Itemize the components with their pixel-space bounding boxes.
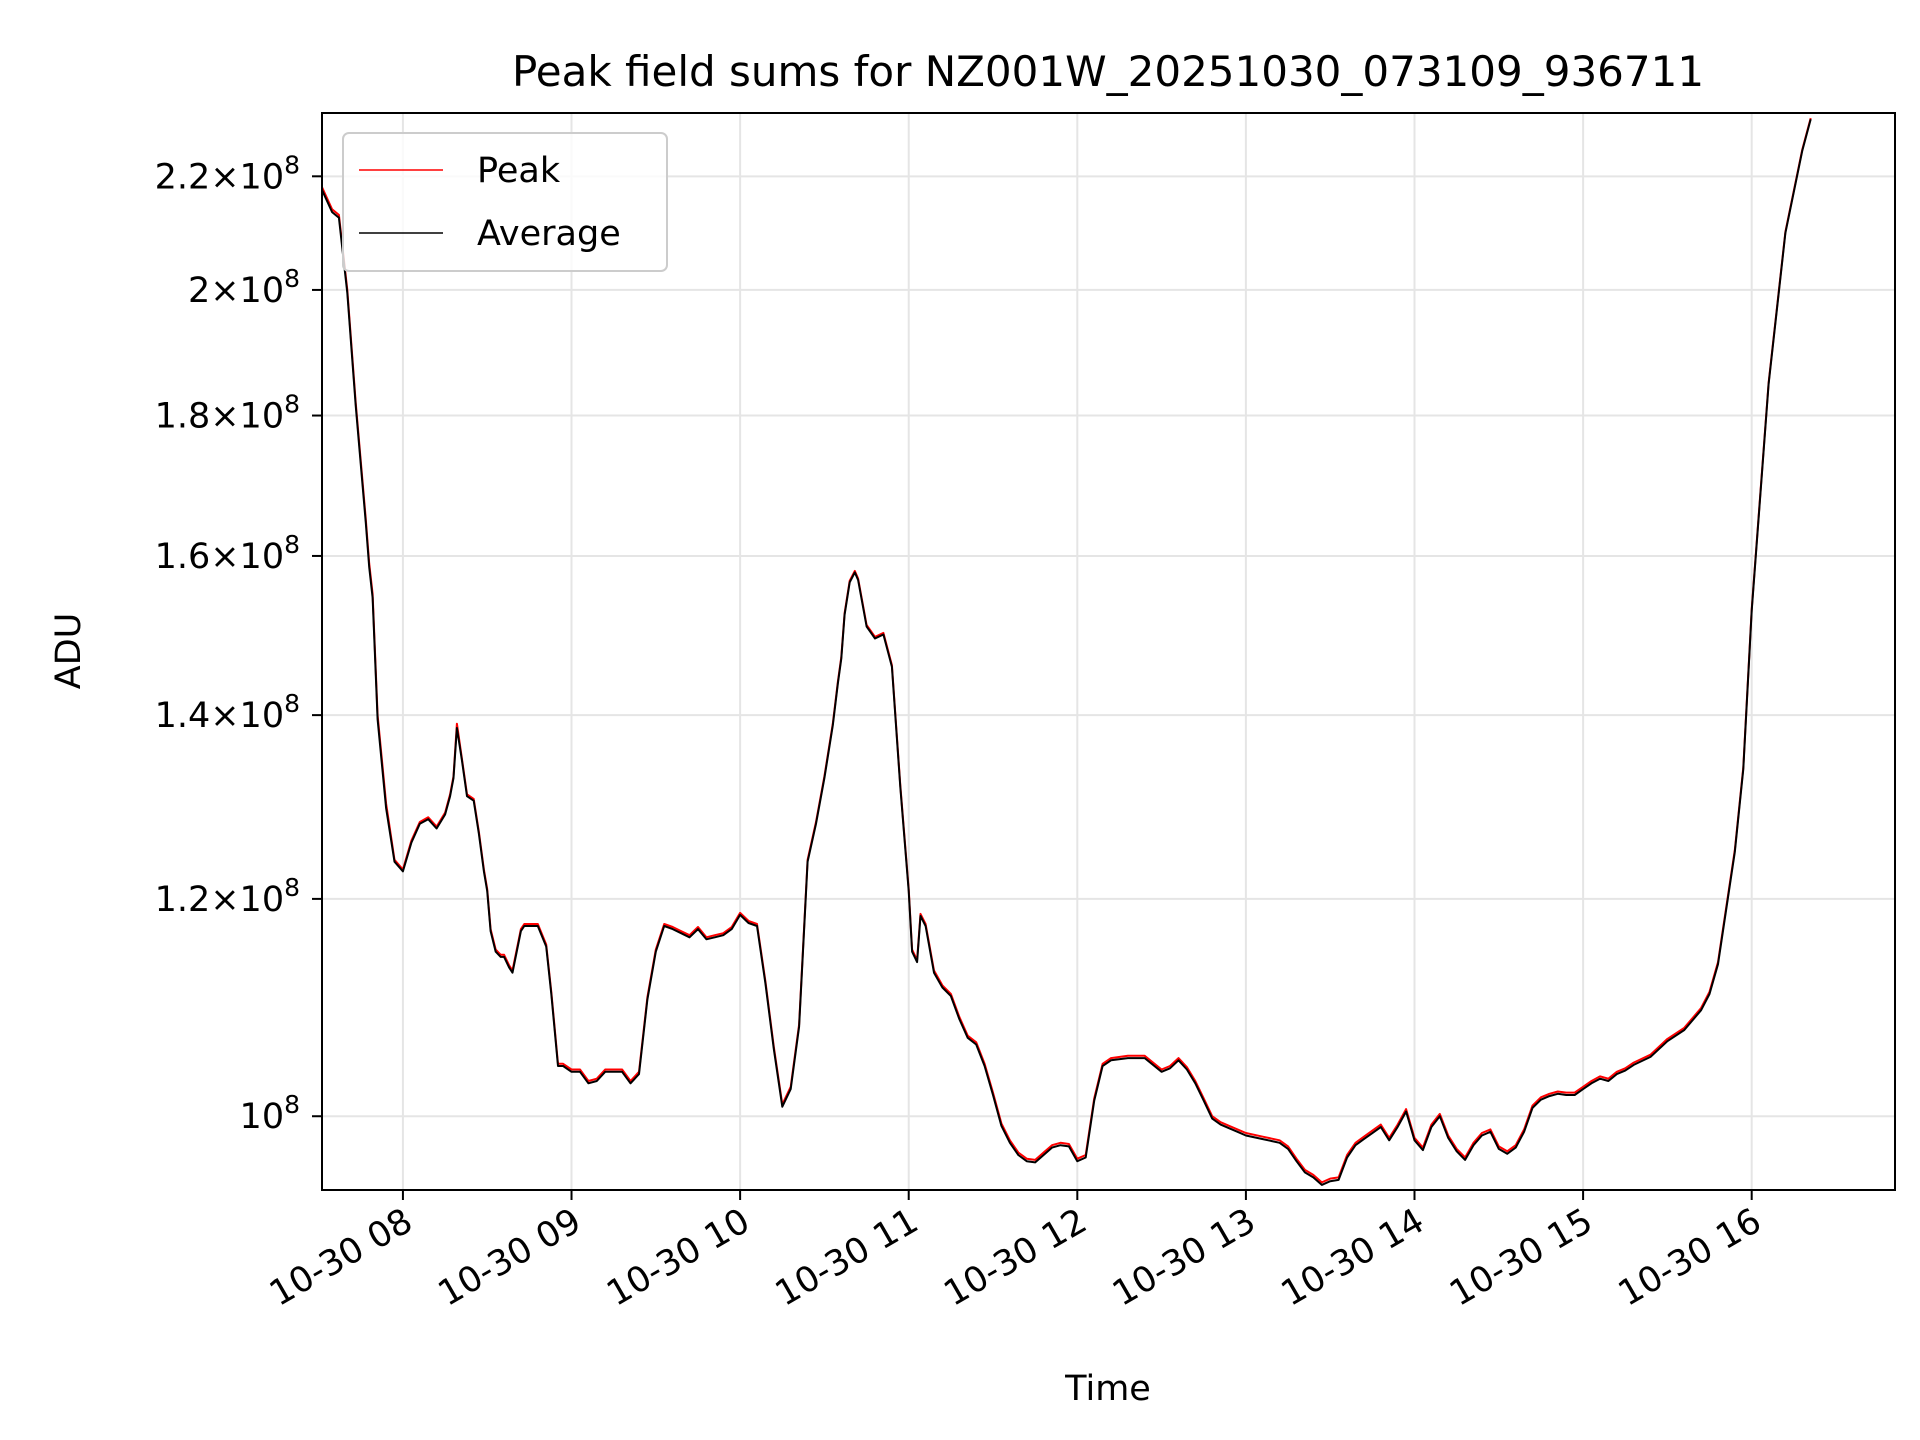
grid-lines [322, 113, 1895, 1190]
y-tick-label: 1.6×108 [155, 530, 300, 577]
chart-title: Peak field sums for NZ001W_20251030_0731… [512, 47, 1704, 96]
legend-peak-label: Peak [477, 151, 561, 191]
y-axis-ticks: 108 1.2×108 1.4×108 1.6×108 1.8×108 2×108 2.2×… [155, 150, 322, 1137]
y-tick-label: 108 [240, 1090, 300, 1137]
y-tick-label: 1.4×108 [155, 689, 300, 736]
y-tick-label: 1.8×108 [155, 390, 300, 437]
y-tick-label: 2.2×108 [155, 150, 300, 197]
x-axis-label: Time [1064, 1369, 1151, 1409]
legend-box [342, 132, 668, 272]
y-axis-label: ADU [49, 613, 89, 690]
legend: Peak Average [342, 132, 668, 272]
series-layer [322, 117, 1812, 1186]
y-tick-label: 2×108 [188, 264, 300, 311]
legend-average-label: Average [477, 214, 621, 254]
y-tick-label: 1.2×108 [155, 873, 300, 920]
plot-area-frame [321, 112, 1896, 1191]
series-line-average [322, 118, 1812, 1186]
